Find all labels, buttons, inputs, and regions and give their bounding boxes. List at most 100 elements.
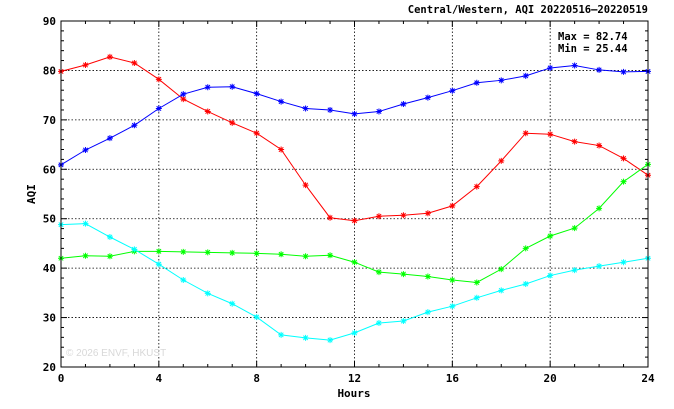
data-point bbox=[522, 280, 529, 287]
data-point bbox=[571, 225, 578, 232]
data-point bbox=[596, 66, 603, 73]
data-point bbox=[278, 146, 285, 153]
y-axis-label: AQI bbox=[25, 184, 38, 204]
data-point bbox=[498, 266, 505, 273]
data-point bbox=[620, 178, 627, 185]
data-point bbox=[155, 261, 162, 268]
data-point bbox=[400, 101, 407, 108]
x-tick-label: 8 bbox=[253, 372, 260, 385]
data-point bbox=[473, 183, 480, 190]
data-point bbox=[424, 210, 431, 217]
data-point bbox=[180, 277, 187, 284]
y-tick-label: 90 bbox=[43, 15, 56, 28]
data-point bbox=[620, 68, 627, 75]
data-point bbox=[253, 314, 260, 321]
data-point bbox=[302, 105, 309, 112]
data-point bbox=[106, 234, 113, 241]
x-tick-label: 24 bbox=[641, 372, 655, 385]
data-point bbox=[253, 250, 260, 257]
data-point bbox=[571, 62, 578, 69]
y-tick-label: 30 bbox=[43, 312, 56, 325]
data-point bbox=[278, 331, 285, 338]
data-point bbox=[375, 213, 382, 220]
data-point bbox=[131, 60, 138, 67]
data-point bbox=[229, 119, 236, 126]
data-point bbox=[473, 279, 480, 286]
data-point bbox=[449, 277, 456, 284]
data-point bbox=[498, 157, 505, 164]
data-point bbox=[522, 245, 529, 252]
data-point bbox=[327, 337, 334, 344]
x-tick-label: 0 bbox=[58, 372, 65, 385]
plot-frame bbox=[60, 20, 649, 368]
data-point bbox=[155, 248, 162, 255]
series-1 bbox=[58, 53, 651, 224]
y-tick-label: 80 bbox=[43, 64, 56, 77]
data-point bbox=[155, 105, 162, 112]
data-point bbox=[131, 246, 138, 253]
y-tick-label: 70 bbox=[43, 114, 56, 127]
data-point bbox=[620, 259, 627, 266]
data-point bbox=[106, 135, 113, 142]
data-point bbox=[229, 83, 236, 90]
data-point bbox=[302, 253, 309, 260]
x-tick-label: 4 bbox=[156, 372, 163, 385]
data-point bbox=[424, 273, 431, 280]
data-point bbox=[229, 249, 236, 256]
data-point bbox=[547, 131, 554, 138]
x-tick-label: 20 bbox=[544, 372, 557, 385]
data-point bbox=[278, 98, 285, 105]
data-point bbox=[180, 91, 187, 98]
y-tick-label: 40 bbox=[43, 262, 56, 275]
data-point bbox=[351, 110, 358, 117]
data-point bbox=[106, 253, 113, 260]
data-point bbox=[449, 202, 456, 209]
data-point bbox=[547, 272, 554, 279]
data-point bbox=[375, 108, 382, 115]
data-point bbox=[375, 269, 382, 276]
data-point bbox=[155, 76, 162, 83]
data-point bbox=[400, 318, 407, 325]
data-point bbox=[351, 259, 358, 266]
x-tick-label: 12 bbox=[348, 372, 361, 385]
data-point bbox=[204, 84, 211, 91]
y-tick-label: 60 bbox=[43, 163, 56, 176]
data-point bbox=[596, 263, 603, 270]
data-point bbox=[253, 90, 260, 97]
data-point bbox=[327, 214, 334, 221]
data-point bbox=[82, 147, 89, 154]
data-point bbox=[449, 303, 456, 310]
max-annotation: Max = 82.74 bbox=[558, 31, 628, 43]
data-point bbox=[351, 217, 358, 224]
y-tick-label: 20 bbox=[43, 361, 56, 374]
y-tick-label: 50 bbox=[43, 213, 56, 226]
data-point bbox=[82, 220, 89, 227]
x-axis-label: Hours bbox=[337, 387, 370, 400]
x-tick-label: 16 bbox=[446, 372, 460, 385]
watermark-text: © 2026 ENVF, HKUST bbox=[66, 348, 166, 359]
data-point bbox=[596, 205, 603, 212]
data-point bbox=[253, 130, 260, 137]
data-point bbox=[571, 138, 578, 145]
data-point bbox=[522, 72, 529, 79]
data-point bbox=[522, 130, 529, 137]
data-point bbox=[473, 79, 480, 86]
grid-lines bbox=[61, 21, 648, 367]
data-point bbox=[596, 142, 603, 149]
series-2 bbox=[58, 62, 651, 168]
data-point bbox=[620, 155, 627, 162]
data-point bbox=[473, 294, 480, 301]
data-point bbox=[204, 249, 211, 256]
data-point bbox=[351, 329, 358, 336]
data-point bbox=[400, 271, 407, 278]
data-series bbox=[58, 53, 651, 344]
data-point bbox=[375, 320, 382, 327]
data-point bbox=[204, 290, 211, 297]
data-point bbox=[547, 233, 554, 240]
data-point bbox=[498, 77, 505, 84]
data-point bbox=[82, 61, 89, 68]
data-point bbox=[180, 248, 187, 255]
data-point bbox=[204, 108, 211, 115]
data-point bbox=[131, 122, 138, 129]
